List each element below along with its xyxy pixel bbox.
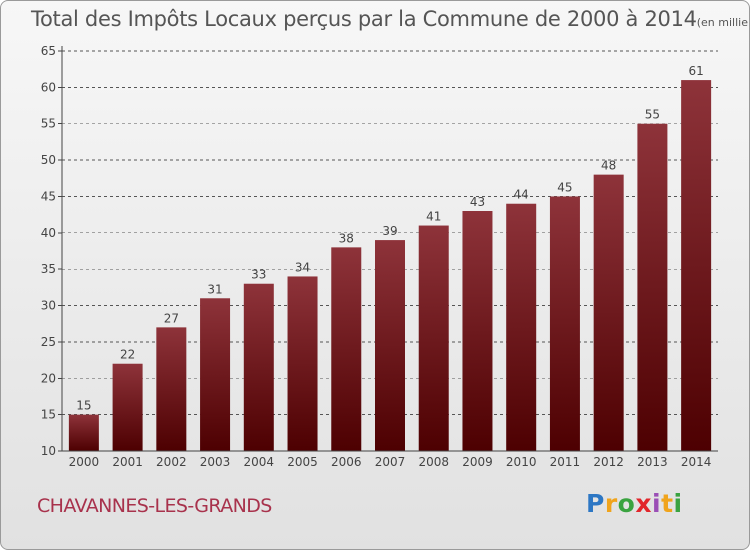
bar-value-label: 38 bbox=[339, 231, 354, 245]
bar-chart: 15 22 27 31 33 34 38 39 41 43 44 45 48 55 61 10 15 20 25 3… bbox=[41, 44, 718, 469]
axes: 10 15 20 25 30 35 40 45 50 55 60 65 2000 2001 2002 2003… bbox=[41, 44, 718, 469]
y-tick-label: 50 bbox=[41, 153, 56, 167]
bar bbox=[462, 211, 493, 451]
logo-letter: o bbox=[617, 489, 636, 518]
bar bbox=[418, 225, 449, 451]
bar-value-label: 55 bbox=[645, 108, 660, 122]
bar bbox=[200, 298, 231, 451]
x-tick-label: 2013 bbox=[637, 455, 668, 469]
x-tick-label: 2014 bbox=[681, 455, 712, 469]
y-tick-label: 30 bbox=[41, 299, 56, 313]
bar-value-label: 39 bbox=[382, 224, 397, 238]
bar-value-label: 45 bbox=[557, 180, 572, 194]
bar bbox=[375, 240, 405, 451]
y-tick-label: 65 bbox=[41, 44, 56, 58]
x-tick-label: 2007 bbox=[375, 455, 406, 469]
x-tick-label: 2011 bbox=[550, 455, 581, 469]
x-tick-label: 2001 bbox=[112, 455, 143, 469]
x-tick-label: 2006 bbox=[331, 455, 362, 469]
bar bbox=[156, 327, 187, 451]
bar bbox=[681, 80, 712, 451]
proxiti-logo: Proxiti bbox=[586, 489, 683, 518]
bar-value-label: 33 bbox=[251, 268, 266, 282]
bar bbox=[506, 203, 537, 451]
bar bbox=[637, 123, 668, 452]
x-tick-label: 2003 bbox=[200, 455, 231, 469]
bar bbox=[68, 414, 99, 451]
x-tick-label: 2004 bbox=[244, 455, 275, 469]
bar-value-label: 27 bbox=[164, 311, 179, 325]
x-tick-label: 2010 bbox=[506, 455, 537, 469]
logo-letter: r bbox=[604, 489, 618, 518]
y-tick-label: 20 bbox=[41, 371, 56, 385]
logo-letter: t bbox=[661, 489, 674, 518]
commune-name: CHAVANNES-LES-GRANDS bbox=[37, 495, 272, 517]
chart-title: Total des Impôts Locaux perçus par la Co… bbox=[31, 7, 749, 31]
logo-letter: i bbox=[652, 489, 662, 518]
logo-letter: P bbox=[586, 489, 605, 518]
x-tick-label: 2012 bbox=[593, 455, 624, 469]
y-tick-label: 40 bbox=[41, 226, 56, 240]
y-tick-label: 10 bbox=[41, 444, 56, 458]
bar-value-label: 34 bbox=[295, 260, 310, 274]
logo-letter: x bbox=[635, 489, 652, 518]
x-tick-label: 2008 bbox=[418, 455, 449, 469]
bar-value-label: 43 bbox=[470, 195, 485, 209]
bar bbox=[112, 363, 143, 451]
bar bbox=[549, 196, 580, 451]
x-tick-label: 2009 bbox=[462, 455, 493, 469]
bar-value-label: 61 bbox=[688, 64, 703, 78]
bar-value-label: 31 bbox=[207, 282, 222, 296]
y-tick-label: 35 bbox=[41, 262, 56, 276]
logo-letter: i bbox=[673, 489, 683, 518]
y-tick-label: 60 bbox=[41, 80, 56, 94]
y-tick-label: 15 bbox=[41, 408, 56, 422]
y-tick-label: 55 bbox=[41, 117, 56, 131]
x-tick-label: 2000 bbox=[69, 455, 100, 469]
bar-value-label: 48 bbox=[601, 159, 616, 173]
x-tick-label: 2005 bbox=[287, 455, 318, 469]
x-tick-label: 2002 bbox=[156, 455, 187, 469]
y-tick-label: 25 bbox=[41, 335, 56, 349]
bar-value-label: 22 bbox=[120, 348, 135, 362]
bar bbox=[593, 174, 624, 452]
chart-title-text: Total des Impôts Locaux perçus par la Co… bbox=[31, 7, 697, 31]
bar bbox=[287, 276, 318, 451]
bar-value-label: 15 bbox=[76, 399, 91, 413]
bar bbox=[243, 283, 274, 451]
bars: 15 22 27 31 33 34 38 39 41 43 44 45 48 55 61 bbox=[68, 64, 712, 452]
bar-value-label: 44 bbox=[514, 188, 529, 202]
bar bbox=[331, 247, 362, 451]
chart-title-unit: (en milliers d'€) bbox=[696, 16, 749, 29]
y-tick-label: 45 bbox=[41, 189, 56, 203]
bar-value-label: 41 bbox=[426, 210, 441, 224]
